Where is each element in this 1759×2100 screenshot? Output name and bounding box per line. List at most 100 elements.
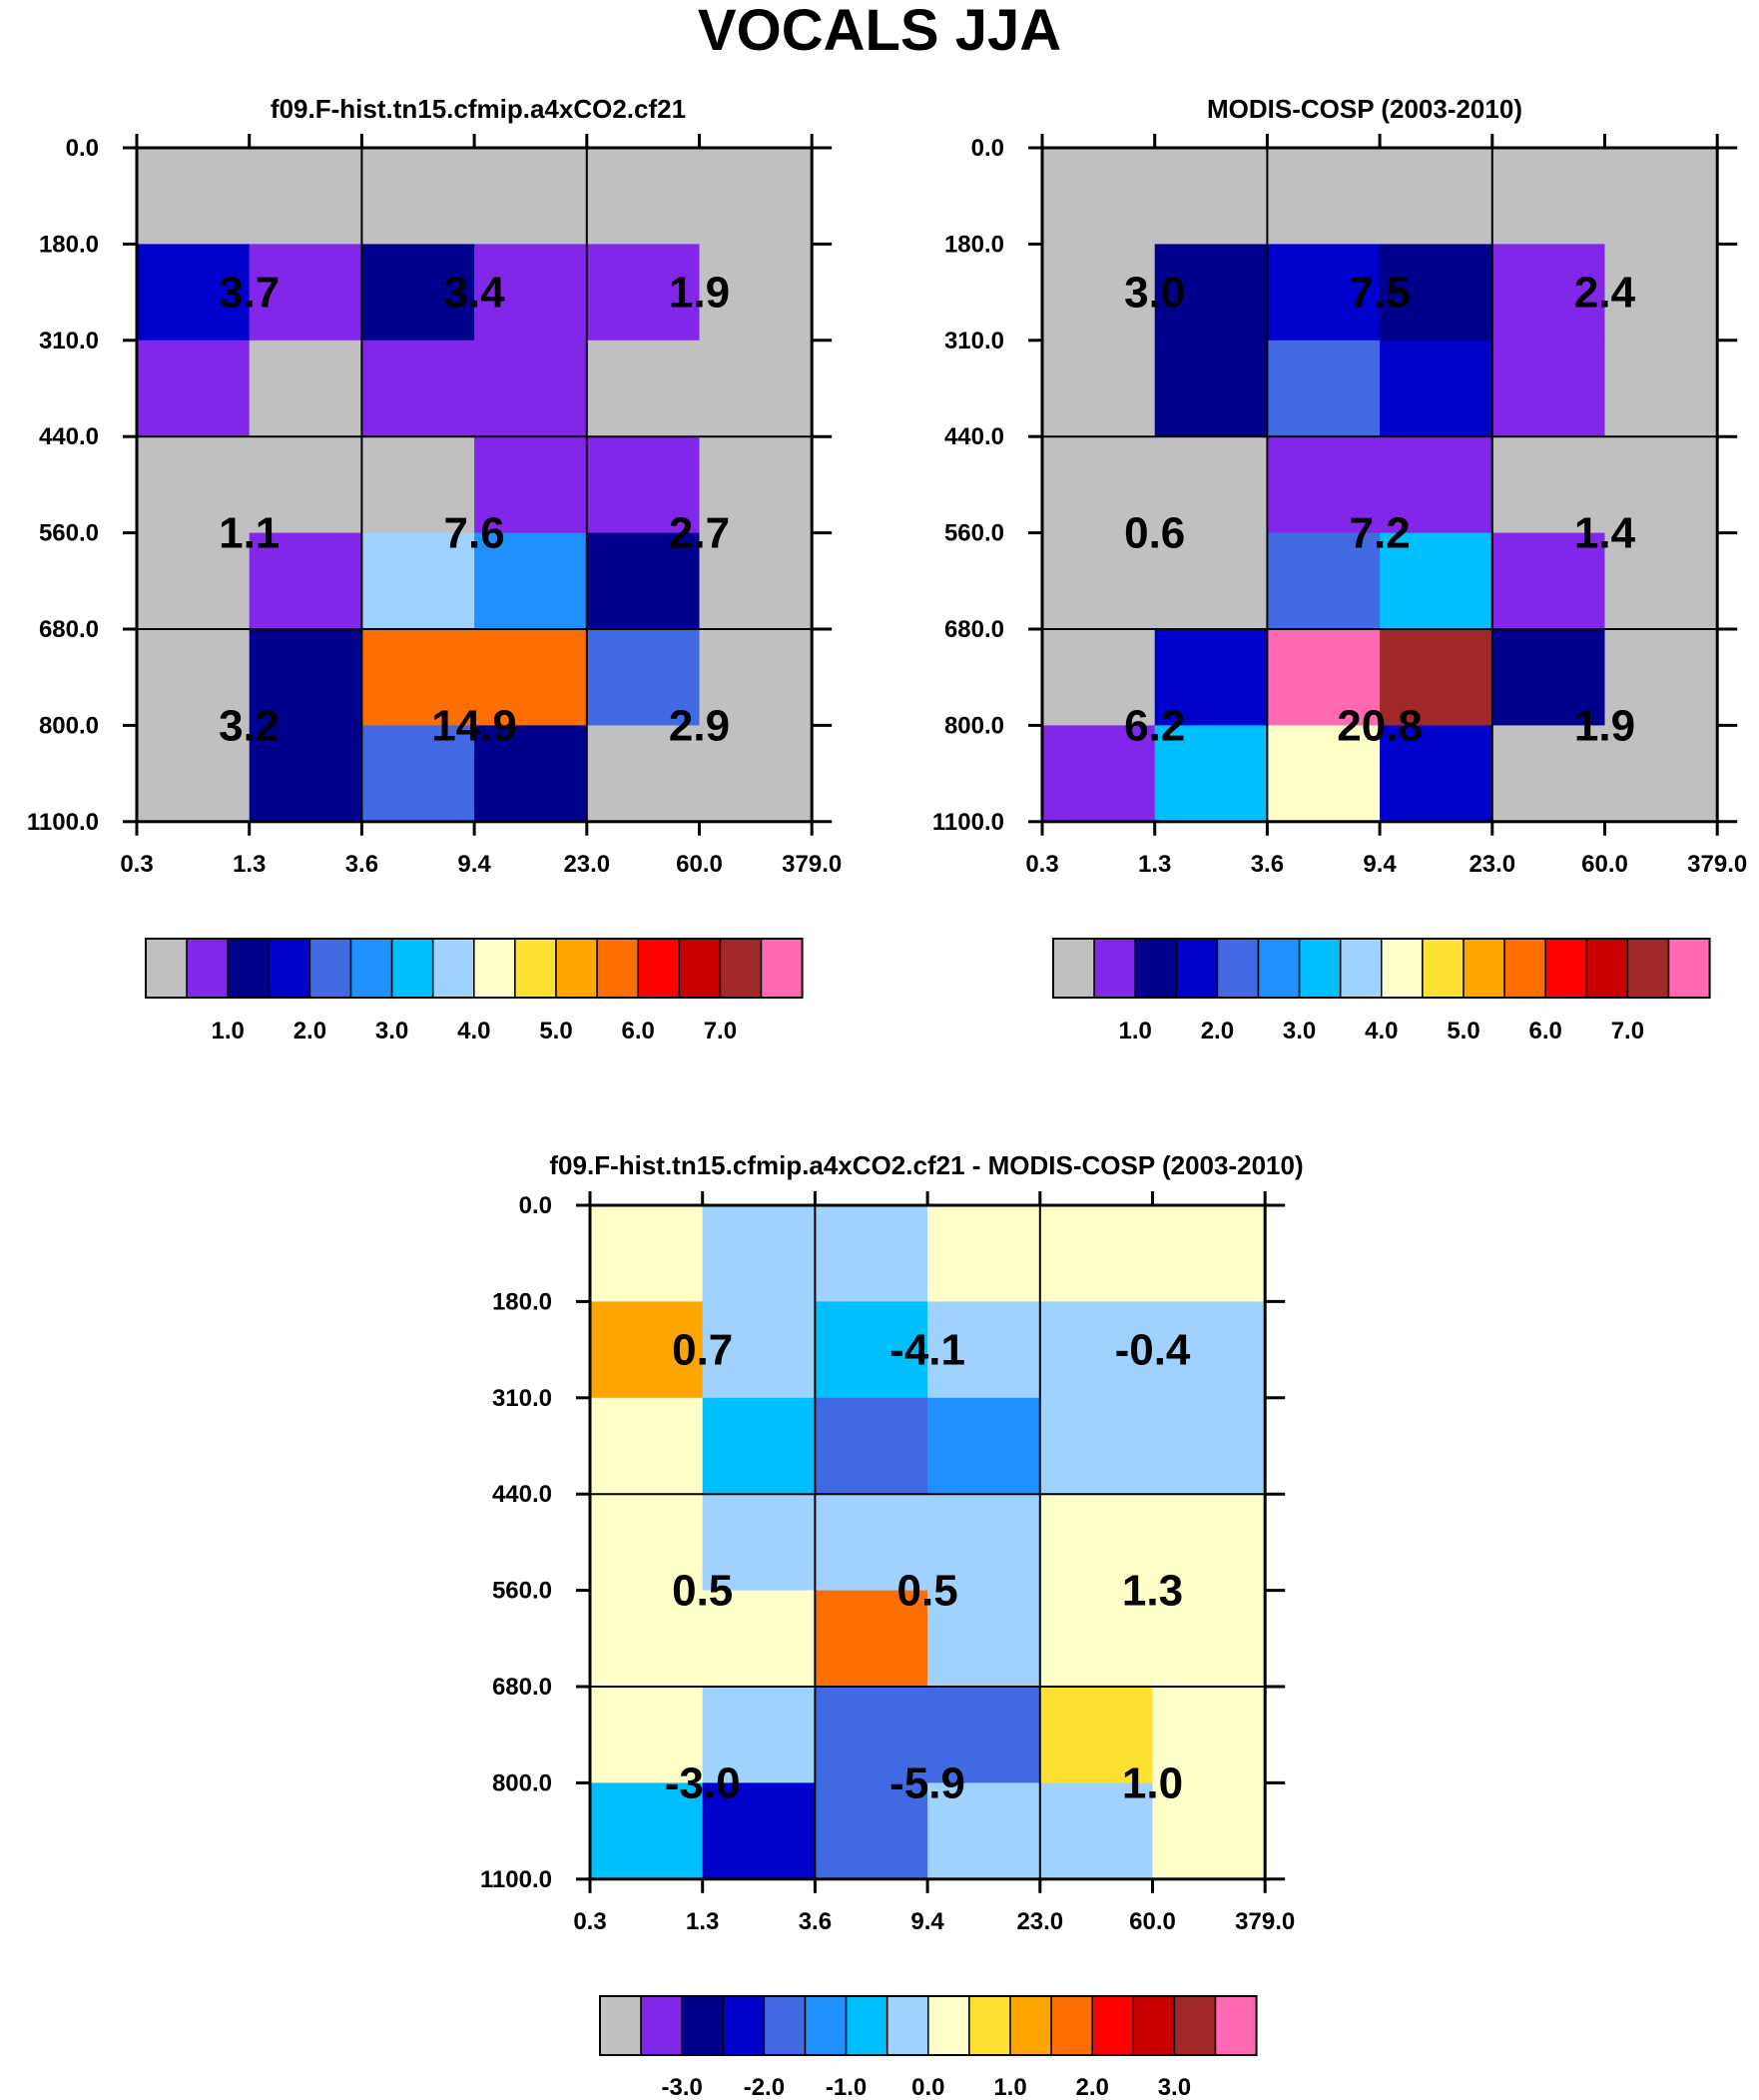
heatmap-cell (590, 1205, 704, 1302)
box-value-label: -3.0 (665, 1758, 741, 1807)
heatmap-cell (1039, 1397, 1154, 1495)
heatmap-cell (1152, 1687, 1266, 1783)
y-tick-label: 0.0 (971, 135, 1004, 162)
colorbar-swatch (678, 938, 722, 999)
colorbar-swatch (804, 1995, 848, 2056)
heatmap-cell (1152, 1494, 1266, 1592)
heatmap-cell (1154, 244, 1268, 342)
x-tick-label: 0.3 (573, 1908, 606, 1935)
colorbar-label: 3.0 (1158, 2074, 1191, 2100)
colorbar-label: 2.0 (1201, 1018, 1234, 1045)
heatmap-cell (1267, 436, 1381, 534)
colorbar-label: 3.0 (375, 1018, 408, 1045)
colorbar-label: -1.0 (826, 2074, 867, 2100)
heatmap-cell (702, 1301, 816, 1399)
heatmap-cell (1042, 148, 1156, 245)
box-value-label: -4.1 (889, 1326, 965, 1375)
box-value-label: 3.2 (219, 701, 280, 750)
colorbar-label: 1.0 (993, 2074, 1026, 2100)
colorbar-swatch (1173, 1995, 1217, 2056)
heatmap-cell (1380, 148, 1493, 245)
y-tick-label: 440.0 (492, 1481, 552, 1508)
heatmap-cell (590, 1301, 704, 1399)
y-tick-label: 800.0 (39, 712, 99, 739)
box-value-label: 7.6 (444, 509, 505, 558)
colorbar-swatch (1134, 938, 1178, 999)
x-tick-label: 0.3 (120, 851, 153, 878)
colorbar-swatch (308, 938, 352, 999)
heatmap-cell (249, 436, 362, 534)
colorbar-label: 5.0 (539, 1018, 572, 1045)
colorbar-swatch (1463, 938, 1505, 999)
heatmap-cell (702, 1687, 816, 1783)
heatmap-cell (1491, 436, 1606, 534)
colorbar-label: 5.0 (1447, 1018, 1479, 1045)
heatmap-cell (927, 1494, 1041, 1592)
heatmap-cell (361, 436, 475, 534)
colorbar-label: 4.0 (1365, 1018, 1398, 1045)
heatmap-cell (1491, 244, 1606, 342)
x-tick-label: 3.6 (1251, 851, 1284, 878)
x-tick-label: 9.4 (457, 851, 491, 878)
heatmap-cell (1039, 1494, 1154, 1592)
heatmap-cell (361, 244, 475, 342)
heatmap-cell (702, 1397, 816, 1495)
colorbar-swatch (845, 1995, 888, 2056)
colorbar-label: -3.0 (662, 2074, 703, 2100)
heatmap-cell (590, 1397, 704, 1495)
heatmap-cell (137, 340, 251, 437)
box-value-label: 7.2 (1350, 509, 1411, 558)
heatmap-cell (1039, 1590, 1154, 1688)
heatmap-cell (474, 629, 588, 726)
colorbar-label: 7.0 (1611, 1018, 1644, 1045)
colorbar-label: 4.0 (457, 1018, 490, 1045)
heatmap-cell (1039, 1687, 1154, 1783)
heatmap-cell (137, 244, 251, 342)
heatmap-cell (361, 629, 475, 726)
panel-modis: 0.3 1.3 3.6 9.4 23.0 60.0 379.0 0.0 180.0 310.0 44… (932, 134, 1747, 878)
y-tick-label: 560.0 (39, 520, 99, 547)
colorbar-label: 7.0 (704, 1018, 737, 1045)
heatmap-cell (590, 1782, 704, 1880)
heatmap-cell (1491, 340, 1606, 437)
x-tick-label: 379.0 (1235, 1908, 1295, 1935)
heatmap-cell (586, 244, 701, 342)
colorbar-swatch (885, 1995, 929, 2056)
colorbar-swatch (763, 1995, 807, 2056)
box-value-label: 3.4 (444, 269, 506, 318)
heatmap-cell (586, 629, 701, 726)
heatmap-cell (1380, 629, 1493, 726)
x-tick-label: 60.0 (1129, 1908, 1176, 1935)
heatmap-cell (699, 436, 813, 534)
y-tick-label: 0.0 (519, 1192, 552, 1219)
figure-title: VOCALS JJA (698, 0, 1061, 63)
heatmap-cell (1604, 436, 1718, 534)
heatmap-cell (474, 244, 588, 342)
x-tick-label: 1.3 (686, 1908, 719, 1935)
heatmap-cell (815, 1397, 928, 1495)
x-tick-label: 60.0 (676, 851, 723, 878)
colorbar-swatch (1544, 938, 1588, 999)
colorbar-swatch (1009, 1995, 1052, 2056)
heatmap-cell (1042, 340, 1156, 437)
colorbar-swatch (1091, 1995, 1135, 2056)
y-tick-label: 0.0 (66, 135, 99, 162)
heatmap-cell (1154, 629, 1268, 726)
heatmap-cell (815, 1782, 928, 1880)
y-tick-label: 180.0 (944, 231, 1004, 258)
heatmap-cell (249, 725, 362, 823)
box-value-label: 3.7 (219, 269, 280, 318)
y-tick-label: 310.0 (492, 1385, 552, 1412)
colorbar-frame (145, 938, 804, 999)
y-tick-label: 1100.0 (480, 1866, 552, 1893)
colorbar-swatch (640, 1995, 683, 2056)
y-tick-label: 560.0 (944, 520, 1004, 547)
colorbar-swatch (719, 938, 763, 999)
panel-difference: 0.3 1.3 3.6 9.4 23.0 60.0 379.0 0.0 180.0 310.0 44… (480, 1191, 1295, 1935)
colorbar-swatch (927, 1995, 970, 2056)
heatmap-cell (249, 244, 362, 342)
x-tick-label: 3.6 (799, 1908, 832, 1935)
y-tick-label: 180.0 (39, 231, 99, 258)
heatmap-cell (586, 532, 701, 630)
